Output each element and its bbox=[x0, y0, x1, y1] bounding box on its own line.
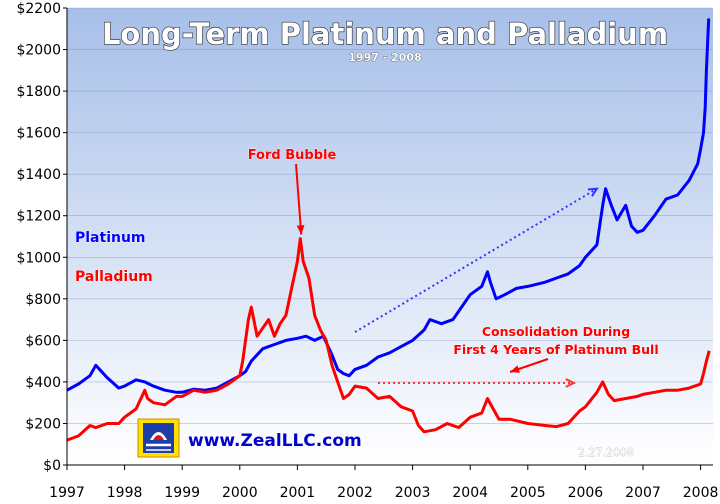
y-tick-label: $1200 bbox=[16, 209, 61, 225]
x-tick-label: 2005 bbox=[510, 485, 546, 501]
series-layer bbox=[66, 18, 711, 442]
ford-bubble-arrow-head bbox=[296, 225, 305, 235]
gridlines bbox=[63, 7, 713, 470]
y-tick-label: $1000 bbox=[16, 250, 61, 266]
y-tick-label: $1800 bbox=[16, 84, 61, 100]
ford-bubble-label: Ford Bubble bbox=[248, 148, 337, 163]
annotation-arrows bbox=[295, 163, 599, 388]
chart-title: Long-Term Platinum and Palladium bbox=[102, 17, 668, 51]
consolidation-label-line1: Consolidation During bbox=[482, 324, 630, 339]
x-tick-label: 2003 bbox=[395, 485, 431, 501]
x-axis-tick-labels: 1997 1998 1999 2000 2001 2002 2003 2004 2005 2006… bbox=[49, 485, 718, 501]
x-tick-label: 2001 bbox=[280, 485, 316, 501]
consolidation-pointer-arrow-head bbox=[510, 365, 520, 373]
y-tick-label: $1600 bbox=[16, 126, 61, 142]
series-line-palladium bbox=[66, 237, 711, 442]
y-tick-label: $600 bbox=[25, 333, 61, 349]
chart-title-group: Long-Term Platinum and Palladium 1997 - … bbox=[101, 16, 668, 64]
platinum-uptrend-arrow-head bbox=[587, 187, 599, 197]
x-tick-label: 1999 bbox=[164, 485, 200, 501]
date-stamp: 2.27.2008 bbox=[578, 446, 634, 459]
y-tick-label: $0 bbox=[43, 458, 61, 474]
ford-bubble-arrow bbox=[295, 163, 303, 235]
x-tick-label: 2002 bbox=[337, 485, 373, 501]
x-tick-label: 1997 bbox=[49, 485, 85, 501]
y-tick-label: $200 bbox=[25, 416, 61, 432]
x-tick-label: 2004 bbox=[452, 485, 488, 501]
platinum-uptrend-arrow bbox=[354, 187, 598, 333]
x-tick-label: 2006 bbox=[568, 485, 604, 501]
y-tick-label: $2000 bbox=[16, 43, 61, 59]
y-axis-tick-labels: $0 $200 $400 $600 $800 $1000 $1200 $1400 $1600 $1… bbox=[16, 1, 61, 474]
y-tick-label: $1400 bbox=[16, 167, 61, 183]
x-tick-label: 2008 bbox=[683, 485, 719, 501]
x-tick-label: 1998 bbox=[107, 485, 143, 501]
series-line-platinum bbox=[66, 18, 711, 394]
y-tick-label: $800 bbox=[25, 292, 61, 308]
y-tick-label: $2200 bbox=[16, 1, 61, 17]
website-watermark: www.ZealLLC.com bbox=[188, 431, 362, 451]
zeal-logo bbox=[137, 418, 180, 458]
palladium-consolidation-arrow-head bbox=[565, 378, 577, 388]
x-tick-label: 2007 bbox=[625, 485, 661, 501]
legend-platinum: Platinum bbox=[75, 230, 146, 246]
consolidation-label-line2: First 4 Years of Platinum Bull bbox=[453, 342, 658, 357]
x-tick-label: 2000 bbox=[222, 485, 258, 501]
y-tick-label: $400 bbox=[25, 375, 61, 391]
legend-palladium: Palladium bbox=[75, 269, 153, 285]
chart-subtitle: 1997 - 2008 bbox=[348, 51, 421, 64]
